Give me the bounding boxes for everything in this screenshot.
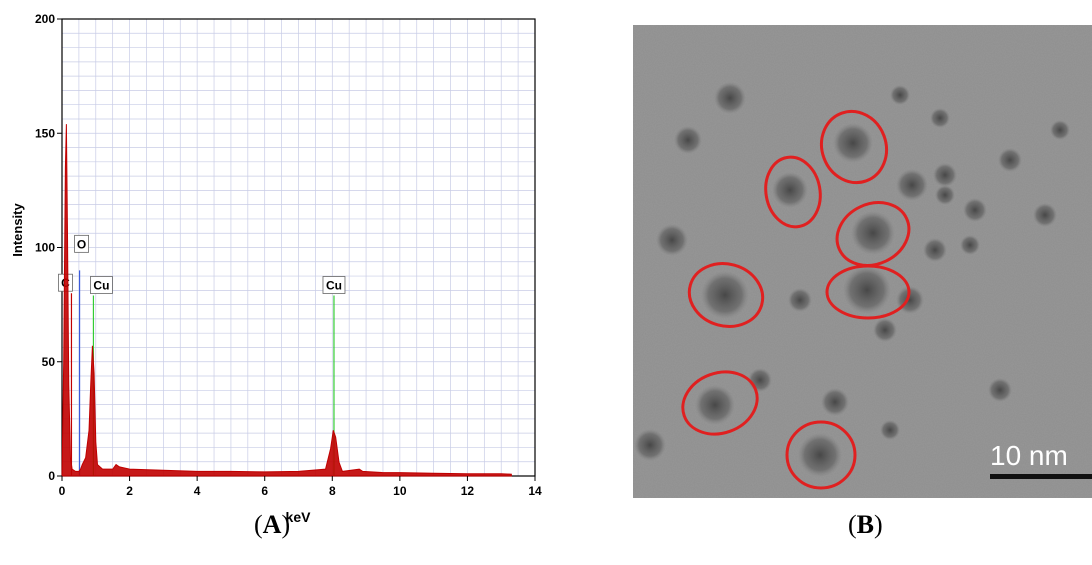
nanoparticle (674, 126, 702, 154)
caption-b-letter: B (856, 510, 875, 539)
nanoparticle (933, 163, 957, 187)
caption-a-close: ) (281, 510, 291, 539)
micrograph-grain (633, 25, 1092, 498)
y-axis-label: Intensity (10, 203, 25, 257)
y-tick-label: 50 (42, 355, 56, 369)
nanoparticle (963, 198, 987, 222)
y-tick-label: 200 (35, 12, 55, 26)
highlight-ellipse (820, 109, 888, 185)
nanoparticle (772, 172, 808, 208)
highlight-ellipse (681, 370, 759, 436)
nanoparticle (714, 82, 746, 114)
nanoparticle (930, 108, 950, 128)
y-tick-label: 100 (35, 241, 55, 255)
x-tick-label: 10 (393, 484, 407, 498)
nanoparticles (634, 82, 1070, 477)
caption-a-open: ( (254, 510, 263, 539)
nanoparticle (843, 266, 891, 314)
nanoparticle (695, 385, 735, 425)
x-axis-label: keV (286, 509, 312, 525)
peak-label: Cu (93, 278, 109, 292)
chart-grid (61, 18, 536, 477)
nanoparticle (988, 378, 1012, 402)
nanoparticle (798, 433, 842, 477)
y-tick-label: 150 (35, 126, 55, 140)
nanoparticle (833, 123, 873, 163)
nanoparticle (634, 429, 666, 461)
peak-label-box (90, 276, 113, 294)
highlight-ellipse (825, 264, 911, 320)
nanoparticle (923, 238, 947, 262)
peak-label: O (77, 237, 86, 251)
spectrum-line (61, 124, 512, 477)
nanoparticle (851, 211, 895, 255)
nanoparticle (935, 185, 955, 205)
nanoparticle (960, 235, 980, 255)
caption-b-open: ( (848, 510, 857, 539)
nanoparticle (890, 85, 910, 105)
peak-label-box (322, 276, 346, 294)
nanoparticle (748, 368, 772, 392)
peak-label: Cu (326, 278, 342, 292)
highlight-ellipse (785, 420, 857, 490)
tem-micrograph: 10 nm (633, 25, 1092, 498)
peak-markers: COCuCu (58, 234, 346, 476)
highlight-ellipse (687, 262, 765, 328)
x-tick-label: 12 (461, 484, 475, 498)
caption-a-letter: A (262, 510, 282, 539)
highlight-ellipse (835, 201, 911, 267)
x-tick-label: 14 (528, 484, 542, 498)
x-tick-label: 4 (194, 484, 201, 498)
x-tick-label: 2 (126, 484, 133, 498)
caption-b: (B) (848, 510, 883, 540)
peak-label-box (74, 234, 89, 253)
nanoparticle (998, 148, 1022, 172)
nanoparticle (896, 169, 928, 201)
chart-axes: 0 2 4 6 8 10 12 14 0 50 100 150 200 (35, 12, 542, 498)
caption-a: (A) (254, 510, 290, 540)
caption-b-close: ) (874, 510, 883, 539)
scale-bar (990, 474, 1092, 479)
x-tick-label: 6 (261, 484, 268, 498)
y-tick-label: 0 (48, 469, 55, 483)
nanoparticle (788, 288, 812, 312)
x-tick-label: 0 (59, 484, 66, 498)
nanoparticle (1033, 203, 1057, 227)
x-tick-label: 8 (329, 484, 336, 498)
nanoparticle (656, 224, 688, 256)
nanoparticle (1050, 120, 1070, 140)
nanoparticle (821, 388, 849, 416)
nanoparticle (873, 318, 897, 342)
scale-bar-label: 10 nm (990, 440, 1068, 471)
nanoparticle (701, 271, 749, 319)
highlight-ellipses (681, 109, 911, 490)
nanoparticle (880, 420, 900, 440)
highlight-ellipse (764, 155, 822, 229)
